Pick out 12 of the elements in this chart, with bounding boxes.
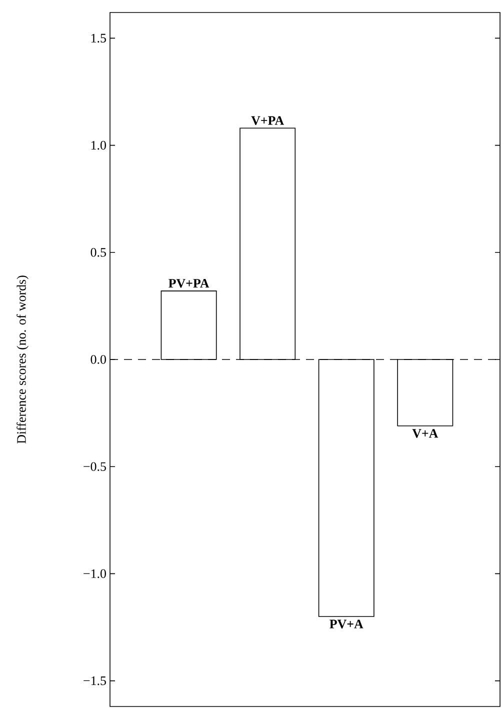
x-tick-label: V+A (412, 429, 438, 438)
y-tick-label: 1.5 (91, 34, 106, 43)
y-tick-label: 0.0 (90, 355, 106, 364)
y-tick-label: 1.0 (91, 140, 106, 150)
y-tick-label: −0.5 (84, 462, 106, 471)
y-axis-title: Difference scores (no. of words) (16, 276, 28, 444)
y-tick-label: −1.5 (84, 676, 106, 686)
x-tick-label: V+PA (251, 116, 284, 125)
y-tick-label: 0.5 (90, 248, 106, 257)
x-tick-label: PV+PA (168, 279, 210, 288)
x-tick-label: PV+A (330, 620, 364, 628)
y-tick-label: −1.0 (84, 569, 106, 578)
